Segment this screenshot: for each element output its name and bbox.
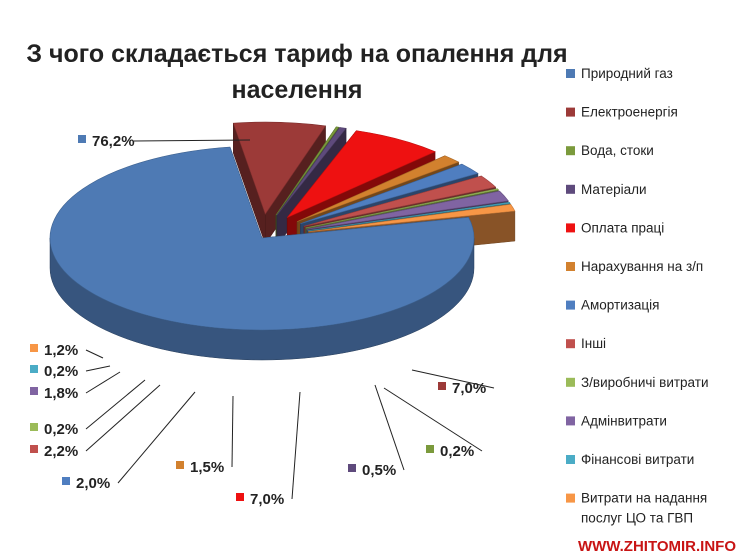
slice-labels: 76,2% 7,0% 0,2% 0,5% 7,0% 1,5% 2,0% 2,2% 0,2% 1,8… xyxy=(30,133,486,508)
legend-swatch xyxy=(566,107,575,117)
slice-label-marker xyxy=(438,382,446,390)
leader-line xyxy=(374,384,405,471)
legend-swatch xyxy=(566,300,575,310)
leader-line xyxy=(85,349,104,359)
legend-swatch xyxy=(566,416,575,426)
legend-item-7: Амортизація xyxy=(581,298,659,313)
legend-swatch xyxy=(566,493,575,503)
slice-label-3: 0,2% xyxy=(440,443,474,460)
slice-label-7: 2,0% xyxy=(76,475,110,492)
legend-item-10: Адмінвитрати xyxy=(581,413,667,428)
label-leader-lines xyxy=(85,139,495,500)
slice-label-1: 76,2% xyxy=(92,133,135,150)
slice-label-marker xyxy=(78,135,86,143)
slice-label-4: 0,5% xyxy=(362,462,396,479)
legend: Природний газ Електроенергія Вода, стоки Ма… xyxy=(566,66,709,526)
legend-item-8: Інші xyxy=(581,336,606,351)
slice-label-marker xyxy=(348,464,356,472)
slice-label-10: 1,8% xyxy=(44,385,78,402)
slice-label-marker xyxy=(426,445,434,453)
leader-line xyxy=(411,369,495,389)
slice-label-marker xyxy=(236,493,244,501)
slice-label-6: 1,5% xyxy=(190,459,224,476)
slice-label-marker xyxy=(30,423,38,431)
legend-swatch xyxy=(566,455,575,464)
legend-item-5: Оплата праці xyxy=(581,220,664,235)
slice-label-marker xyxy=(30,344,38,352)
watermark: WWW.ZHITOMIR.INFO xyxy=(578,538,736,555)
leader-line xyxy=(85,371,121,394)
slice-label-marker xyxy=(176,461,184,469)
slice-label-5: 7,0% xyxy=(250,491,284,508)
slice-label-2: 7,0% xyxy=(452,380,486,397)
pie-slice-1 xyxy=(49,146,475,361)
slice-label-marker xyxy=(62,477,70,485)
leader-line xyxy=(383,387,483,452)
chart-title-line-1: З чого складається тариф на опалення для xyxy=(26,40,567,68)
legend-item-9: З/виробничі витрати xyxy=(581,375,709,390)
slice-label-12: 1,2% xyxy=(44,342,78,359)
legend-item-3: Вода, стоки xyxy=(581,143,654,158)
legend-item-6: Нарахування на з/п xyxy=(581,259,703,274)
legend-item-1: Природний газ xyxy=(581,66,673,81)
slice-label-marker xyxy=(30,445,38,453)
pie-slices xyxy=(49,121,516,361)
legend-swatch xyxy=(566,146,575,156)
slice-label-marker xyxy=(30,387,38,395)
legend-item-4: Матеріали xyxy=(581,182,647,197)
slice-label-marker xyxy=(30,365,38,373)
legend-item-12: Витрати на надання послуг ЦО та ГВП xyxy=(581,491,707,526)
slice-label-11: 0,2% xyxy=(44,363,78,380)
leader-line xyxy=(291,391,301,500)
legend-item-11: Фінансові витрати xyxy=(581,452,694,467)
chart-title-line-2: населення xyxy=(231,76,362,104)
legend-swatch xyxy=(566,69,575,78)
leader-line xyxy=(117,391,196,484)
slice-label-8: 2,2% xyxy=(44,443,78,460)
legend-swatch xyxy=(566,184,575,194)
slice-label-9: 0,2% xyxy=(44,421,78,438)
leader-line xyxy=(133,139,251,142)
legend-item-2: Електроенергія xyxy=(581,105,678,120)
leader-line xyxy=(85,379,146,430)
leader-line xyxy=(231,395,234,468)
leader-line xyxy=(85,384,161,452)
legend-swatch xyxy=(566,377,575,387)
legend-swatch xyxy=(566,223,575,233)
leader-line xyxy=(85,365,111,372)
legend-swatch xyxy=(566,262,575,271)
pie-slice-2 xyxy=(232,121,327,245)
legend-swatch xyxy=(566,339,575,349)
